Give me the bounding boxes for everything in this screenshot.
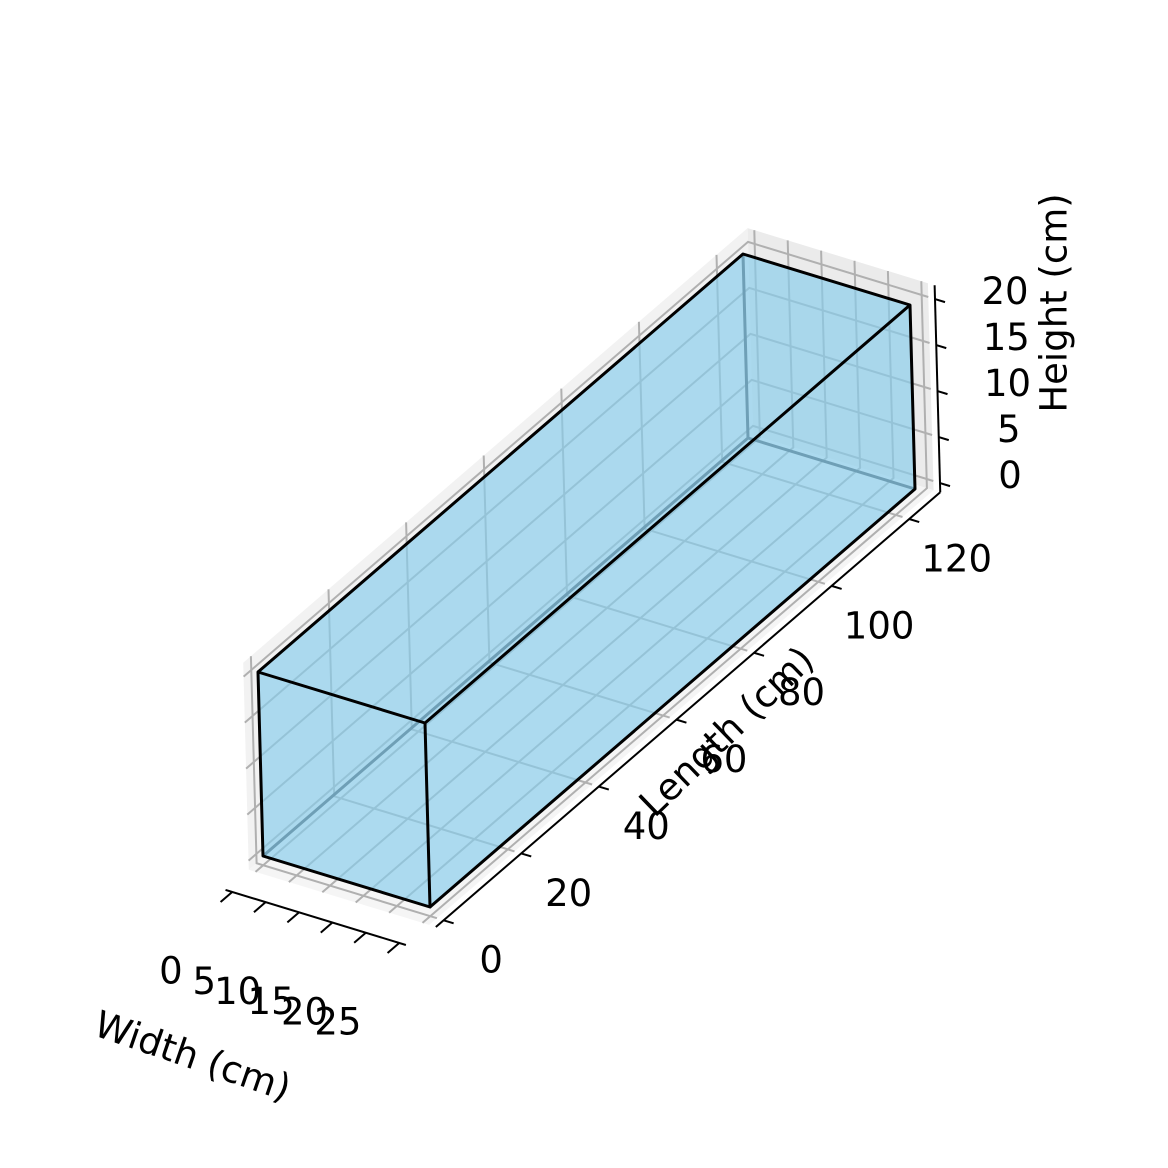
z-axis-title: Height (cm) (1033, 193, 1076, 412)
y-tick-label: 0 (479, 939, 503, 982)
x-tick-mark (253, 901, 267, 913)
grid-line-z (246, 378, 933, 816)
grid-line-z (242, 240, 929, 678)
box-face-front (258, 672, 430, 907)
y-tick-label: 20 (545, 872, 592, 915)
y-tick-mark (753, 651, 765, 657)
grid-line-x (288, 240, 795, 883)
z-tick-label: 20 (981, 270, 1028, 313)
z-axis-line (933, 285, 942, 493)
y-tick-label: 120 (921, 537, 992, 580)
z-tick-mark (937, 390, 948, 396)
grid-line-x (321, 250, 828, 894)
box-front-faces (256, 252, 917, 909)
x-tick-label: 15 (248, 980, 295, 1023)
pane-xy (248, 435, 934, 925)
z-tick-mark (939, 482, 951, 488)
grid-line-z (247, 424, 934, 862)
x-tick-mark (286, 911, 300, 924)
y-tick-mark (908, 518, 920, 524)
grid-line-z (245, 332, 932, 770)
box-edge-hidden (747, 436, 916, 491)
x-axis-line (225, 888, 407, 946)
y-tick-mark (831, 584, 842, 590)
y-tick-label: 60 (700, 738, 747, 781)
x-tick-label: 0 (159, 950, 183, 993)
y-tick-mark (443, 919, 454, 925)
grid-line-z (244, 286, 930, 724)
x-tick-mark (353, 931, 367, 944)
pane-xz (747, 228, 934, 491)
grid-line-x (355, 260, 862, 904)
x-tick-mark (386, 942, 400, 954)
box-edge-top-ridge (424, 303, 911, 725)
x-tick-label: 20 (281, 990, 328, 1033)
z-tick-label: 0 (998, 454, 1022, 497)
z-tick-label: 5 (997, 408, 1021, 451)
y-axis-line (435, 491, 941, 928)
grid-line-x (388, 270, 895, 914)
z-tick-mark (935, 344, 947, 350)
y-tick-mark (520, 852, 532, 858)
box-face-back (743, 254, 915, 489)
x-tick-mark (219, 891, 233, 903)
box-face-left (258, 254, 748, 856)
box-face-top (258, 254, 910, 723)
y-tick-mark (676, 718, 687, 724)
y-tick-label: 80 (778, 671, 825, 714)
x-tick-label: 10 (214, 970, 261, 1013)
y-tick-mark (598, 785, 610, 791)
grid-line-y (249, 656, 438, 920)
grid-line-x (421, 281, 928, 924)
axes (219, 285, 951, 954)
z-tick-mark (938, 436, 950, 442)
z-tick-label: 15 (983, 316, 1030, 359)
z-tick-mark (934, 298, 946, 304)
y-tick-label: 40 (623, 805, 670, 848)
y-tick-label: 100 (844, 604, 915, 647)
x-tick-mark (320, 921, 334, 934)
box-face-right (425, 305, 915, 907)
x-tick-label: 5 (193, 960, 217, 1003)
x-tick-label: 25 (314, 1001, 361, 1044)
z-tick-label: 10 (984, 362, 1031, 405)
